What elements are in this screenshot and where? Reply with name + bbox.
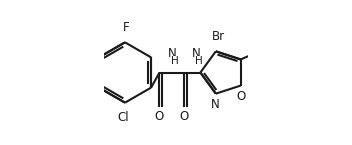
Text: O: O <box>179 110 189 123</box>
Text: O: O <box>237 90 246 103</box>
Text: N: N <box>211 98 219 111</box>
Text: N: N <box>192 47 201 60</box>
Text: O: O <box>155 110 164 123</box>
Text: Br: Br <box>212 30 225 44</box>
Text: Cl: Cl <box>118 110 130 124</box>
Text: H: H <box>171 56 179 66</box>
Text: F: F <box>123 21 130 35</box>
Text: H: H <box>195 56 203 66</box>
Text: N: N <box>168 47 177 60</box>
